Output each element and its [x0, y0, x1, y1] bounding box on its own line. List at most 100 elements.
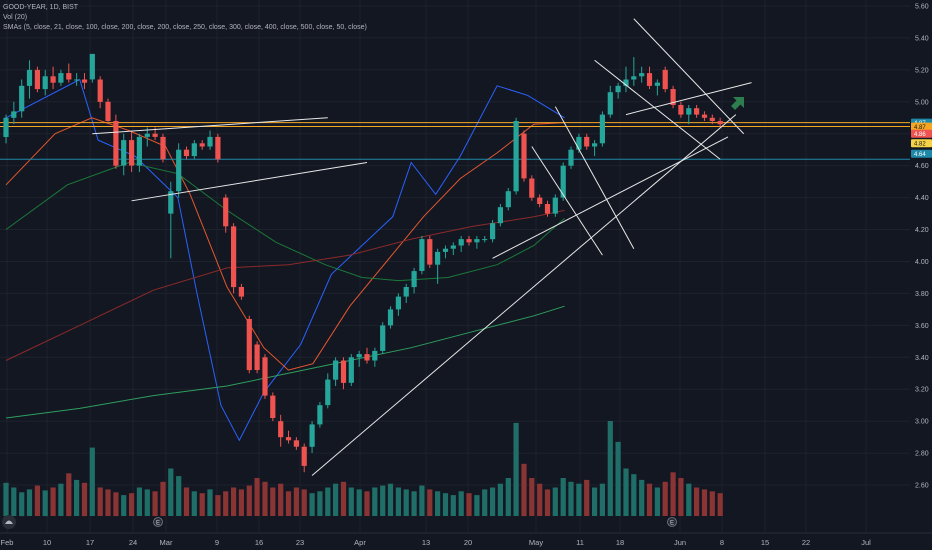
trend-lines	[92, 18, 752, 476]
volume-bar	[709, 491, 715, 516]
candle-body	[231, 226, 237, 288]
time-tick-label: 18	[616, 538, 624, 547]
volume-bar	[66, 473, 72, 517]
time-tick-label: Jun	[674, 538, 686, 547]
price-axis[interactable]: 2.60 2.80 3.00 3.20 3.40 3.60 3.80 4.00 4.20 4.40…	[910, 0, 932, 550]
volume-bar	[81, 482, 88, 517]
time-tick-label: 13	[422, 538, 430, 547]
time-tick-label: 17	[86, 538, 94, 547]
candle-body	[568, 149, 574, 166]
candle-body	[278, 421, 284, 438]
price-tag-label: 4.86	[914, 132, 926, 138]
candle-body	[505, 191, 511, 208]
volume-bar	[364, 491, 370, 516]
candle-body	[482, 239, 488, 241]
volume-bar	[246, 485, 252, 516]
volume-bar	[333, 483, 339, 516]
volume-bar	[537, 483, 543, 516]
volume-bar	[701, 489, 708, 516]
sma-line	[5, 305, 565, 419]
symbol-title[interactable]: GOOD-YEAR, 1D, BIST	[3, 4, 79, 11]
time-tick-label: Mar	[160, 538, 173, 547]
volume-bar	[623, 468, 629, 516]
candle-body	[435, 251, 441, 265]
candle-body	[529, 178, 535, 198]
candle-body	[238, 287, 244, 297]
candle-body	[631, 76, 637, 80]
time-tick-label: May	[529, 538, 543, 547]
trend-line	[492, 136, 729, 259]
volume-bar	[129, 493, 135, 516]
candle-body	[662, 69, 668, 90]
candle-body	[105, 101, 111, 121]
candle-body	[521, 133, 527, 179]
candle-body	[592, 143, 598, 147]
candle-body	[309, 424, 315, 447]
candle-body	[285, 437, 292, 441]
price-tick-label: 2.60	[915, 483, 929, 490]
candle-body	[458, 239, 464, 246]
candle-body	[97, 79, 103, 102]
time-tick-label: 22	[802, 538, 810, 547]
price-tick-label: 4.40	[915, 195, 929, 202]
candle-body	[26, 69, 33, 86]
time-tick-label: Feb	[1, 538, 14, 547]
event-marker-icon[interactable]: E	[153, 517, 163, 527]
volume-bar	[387, 483, 394, 516]
candle-body	[325, 379, 331, 406]
candle-body	[176, 149, 182, 192]
volume-bar	[592, 487, 598, 516]
trend-line	[531, 146, 603, 256]
volume-bar	[568, 481, 574, 516]
candle-body	[19, 85, 25, 112]
volume-bar	[544, 489, 551, 516]
tradingview-logo-icon[interactable]	[2, 515, 16, 529]
candle-body	[639, 73, 645, 77]
candle-body	[293, 440, 299, 447]
candle-body	[34, 69, 40, 90]
sma-indicator-label[interactable]: SMAs (5, close, 21, close, 100, close, 2…	[3, 24, 367, 31]
time-tick-label: 20	[464, 538, 472, 547]
price-tick-label: 5.20	[915, 67, 929, 74]
candle-body	[599, 114, 605, 144]
volume-bar	[607, 421, 613, 516]
volume-bar	[678, 478, 684, 516]
candle-body	[11, 111, 17, 118]
candle-body	[301, 446, 307, 466]
price-tags: 4.874.874.864.824.64	[911, 118, 932, 158]
volume-bar	[505, 478, 511, 516]
volume-bar	[97, 487, 103, 516]
volume-bar	[223, 491, 229, 516]
candle-body	[191, 143, 197, 157]
volume-indicator-label[interactable]: Vol (20)	[3, 14, 28, 21]
price-tick-label: 3.60	[915, 323, 929, 330]
volume-bar	[662, 481, 668, 516]
volume-bar	[497, 483, 503, 516]
volume-bar	[560, 478, 566, 516]
volume-bar	[450, 495, 456, 516]
time-axis[interactable]: Feb 10 17 24 Mar 9 16 23 Apr 13 20 May 11 18 Jun 8 15 22 J…	[0, 532, 932, 550]
moving-averages	[5, 78, 565, 442]
volume-bar	[411, 491, 417, 516]
candle-body	[348, 357, 354, 383]
price-tick-label: 4.60	[915, 163, 929, 170]
event-marker-icon[interactable]: E	[667, 517, 677, 527]
candle-body	[694, 108, 700, 115]
candle-body	[717, 121, 723, 125]
candle-body	[513, 121, 519, 192]
trend-line	[92, 117, 328, 135]
candle-body	[646, 73, 653, 86]
candle-body	[129, 140, 135, 166]
volume-bar	[262, 481, 268, 516]
sma-line	[5, 209, 565, 361]
candle-body	[678, 105, 684, 115]
volume-bar	[482, 489, 488, 516]
trend-line	[311, 114, 737, 476]
volume-bar	[686, 483, 692, 516]
candle-body	[654, 82, 660, 86]
volume-bar	[199, 493, 205, 516]
volume-bar	[442, 493, 449, 516]
volume-bar	[105, 489, 111, 516]
